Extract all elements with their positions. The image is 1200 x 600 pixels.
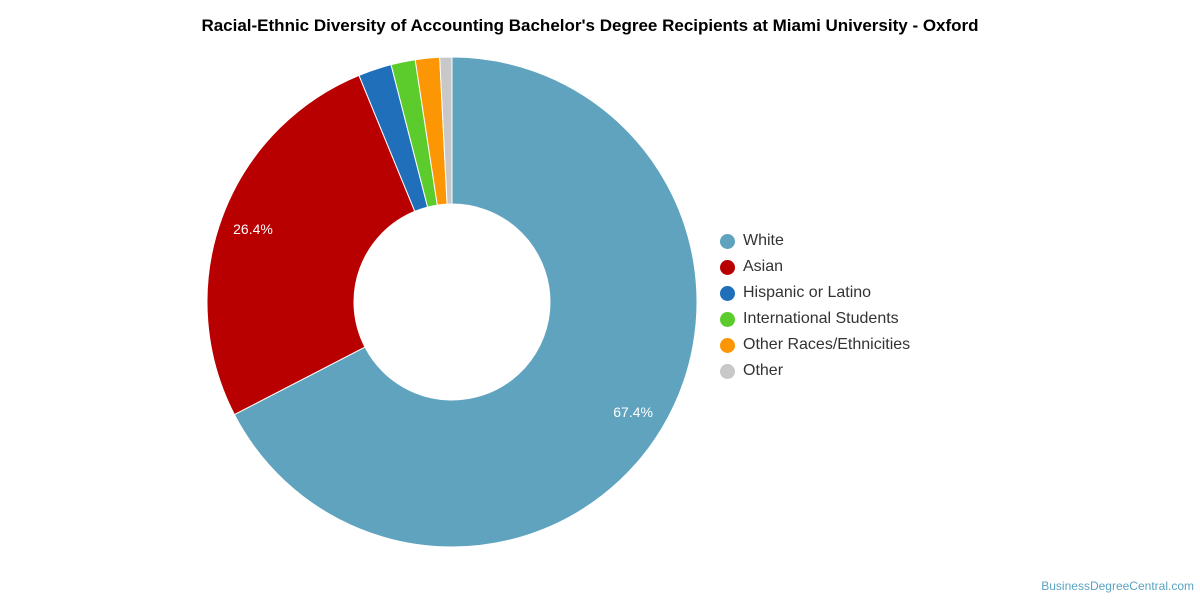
slice-white[interactable] [233, 56, 698, 548]
legend-marker-icon [720, 337, 735, 353]
chart-title: Racial-Ethnic Diversity of Accounting Ba… [201, 16, 979, 35]
data-label-white: 67.4% [613, 404, 653, 420]
source-credit[interactable]: BusinessDegreeCentral.com [1041, 579, 1194, 593]
data-label-asian: 26.4% [233, 221, 273, 237]
legend-marker-icon [720, 363, 735, 379]
legend-marker-icon [720, 259, 735, 275]
legend-label: Hispanic or Latino [743, 284, 872, 301]
legend-label: Asian [743, 258, 784, 275]
legend-label: Other Races/Ethnicities [743, 336, 911, 353]
legend-item-white[interactable]: White [720, 228, 910, 254]
slice-other[interactable] [439, 56, 453, 205]
legend-item-international-students[interactable]: International Students [720, 306, 910, 332]
legend-label: International Students [743, 310, 899, 327]
legend-item-other-races-ethnicities[interactable]: Other Races/Ethnicities [720, 332, 910, 358]
legend-label: White [743, 232, 784, 249]
legend-item-hispanic-or-latino[interactable]: Hispanic or Latino [720, 280, 910, 306]
legend-marker-icon [720, 285, 735, 301]
legend-item-other[interactable]: Other [720, 358, 910, 384]
legend-label: Other [743, 362, 784, 379]
legend-item-asian[interactable]: Asian [720, 254, 910, 280]
legend-marker-icon [720, 233, 735, 249]
slice-asian[interactable] [206, 74, 416, 416]
legend: White Asian Hispanic or Latino Internationa… [720, 228, 910, 384]
legend-marker-icon [720, 311, 735, 327]
